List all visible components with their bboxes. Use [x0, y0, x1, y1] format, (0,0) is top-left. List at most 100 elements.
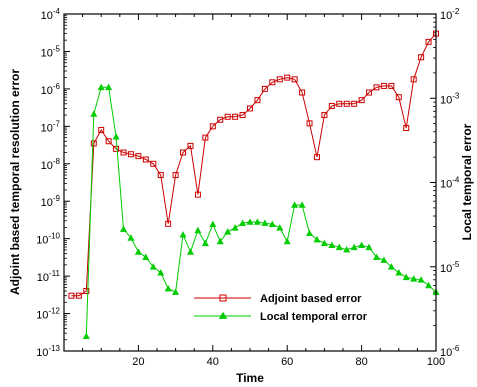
- data-point-local: [142, 253, 150, 261]
- data-point-adjoint: [165, 220, 172, 227]
- data-point-local: [82, 332, 90, 340]
- data-point-adjoint: [113, 145, 120, 152]
- y-left-tick-label: 10-9: [41, 194, 61, 209]
- data-point-local: [216, 237, 224, 245]
- data-point-adjoint: [276, 76, 283, 83]
- plot-frame: [63, 13, 437, 352]
- data-point-local: [127, 234, 135, 241]
- data-point-adjoint: [120, 149, 127, 156]
- x-tick-label: 20: [132, 356, 144, 368]
- data-point-local: [380, 256, 388, 263]
- legend-marker-local: [218, 311, 228, 319]
- data-point-adjoint: [232, 113, 239, 120]
- legend: Adjoint based error Local temporal error: [194, 293, 368, 323]
- data-point-local: [134, 248, 142, 255]
- data-point-adjoint: [224, 113, 231, 120]
- data-point-adjoint: [410, 76, 417, 83]
- data-point-local: [320, 239, 328, 247]
- data-point-local: [335, 243, 343, 251]
- data-point-local: [387, 263, 395, 270]
- y-right-tick-label: 10-3: [440, 91, 460, 106]
- data-point-adjoint: [351, 100, 358, 107]
- y-right-tick-label: 10-6: [440, 344, 460, 359]
- data-point-adjoint: [239, 112, 246, 119]
- data-point-local: [276, 224, 284, 231]
- data-point-adjoint: [373, 84, 380, 91]
- data-point-adjoint: [425, 38, 432, 45]
- data-point-adjoint: [83, 288, 90, 295]
- y-left-tick-label: 10-13: [36, 344, 60, 359]
- data-point-adjoint: [98, 126, 105, 133]
- data-point-local: [209, 220, 217, 227]
- x-tick-label: 100: [427, 356, 445, 368]
- x-tick-label: 40: [207, 356, 219, 368]
- data-point-adjoint: [284, 74, 291, 81]
- data-point-local: [105, 83, 113, 91]
- data-point-adjoint: [142, 156, 149, 163]
- data-point-local: [164, 284, 172, 292]
- data-point-adjoint: [157, 172, 164, 179]
- data-point-adjoint: [90, 140, 97, 147]
- data-point-adjoint: [299, 89, 306, 96]
- data-point-local: [253, 218, 261, 225]
- y-left-tick-label: 10-12: [36, 307, 60, 322]
- legend-label-adjoint: Adjoint based error: [260, 293, 362, 305]
- data-point-local: [268, 220, 276, 227]
- data-point-adjoint: [418, 54, 425, 61]
- data-point-adjoint: [261, 85, 268, 92]
- data-point-adjoint: [254, 97, 261, 104]
- data-point-adjoint: [366, 89, 373, 96]
- data-point-adjoint: [291, 76, 298, 83]
- data-point-local: [157, 269, 165, 276]
- data-point-adjoint: [343, 100, 350, 107]
- data-point-local: [343, 245, 351, 253]
- y-left-tick-label: 10-4: [41, 7, 61, 22]
- legend-marker-adjoint: [219, 294, 227, 302]
- data-point-adjoint: [68, 292, 75, 299]
- data-point-local: [231, 224, 239, 231]
- data-point-adjoint: [194, 191, 201, 198]
- x-axis-title: Time: [236, 371, 264, 385]
- data-point-local: [90, 110, 98, 117]
- y-right-tick-label: 10-2: [440, 7, 460, 22]
- data-point-adjoint: [187, 142, 194, 149]
- data-point-adjoint: [75, 292, 82, 299]
- data-point-adjoint: [380, 82, 387, 89]
- series-line-0: [71, 33, 437, 297]
- legend-label-local: Local temporal error: [260, 311, 368, 323]
- data-point-local: [261, 219, 269, 226]
- data-point-local: [186, 248, 195, 255]
- y-left-tick-label: 10-8: [41, 157, 61, 172]
- data-point-adjoint: [403, 125, 410, 132]
- data-point-local: [328, 241, 336, 248]
- x-tick-label: 60: [281, 356, 293, 368]
- data-point-adjoint: [127, 151, 134, 158]
- data-point-local: [224, 228, 232, 235]
- data-point-adjoint: [388, 82, 395, 89]
- data-point-adjoint: [395, 94, 402, 101]
- data-point-local: [417, 276, 425, 283]
- y-right-tick-label: 10-4: [440, 176, 460, 191]
- data-point-local: [149, 263, 157, 270]
- data-point-adjoint: [358, 97, 365, 104]
- y-left-tick-label: 10-10: [36, 232, 60, 247]
- data-point-adjoint: [313, 154, 320, 161]
- data-point-local: [410, 275, 418, 282]
- data-point-local: [395, 269, 403, 276]
- data-point-adjoint: [217, 116, 224, 123]
- data-point-local: [246, 218, 254, 225]
- data-point-local: [194, 226, 202, 234]
- data-point-local: [291, 201, 299, 208]
- data-point-local: [239, 219, 247, 226]
- data-point-local: [365, 243, 373, 251]
- data-point-adjoint: [135, 153, 142, 160]
- data-point-adjoint: [172, 172, 179, 179]
- y-left-tick-label: 10-6: [41, 82, 61, 97]
- data-point-local: [201, 239, 209, 247]
- data-point-adjoint: [306, 120, 313, 127]
- data-point-adjoint: [209, 123, 216, 130]
- ticks-layer: 20 40 60 80 100 10-4 10-5 10-6 10-7 10-8 10-9 10-10…: [36, 7, 460, 368]
- data-point-local: [305, 229, 314, 236]
- data-point-local: [425, 281, 433, 289]
